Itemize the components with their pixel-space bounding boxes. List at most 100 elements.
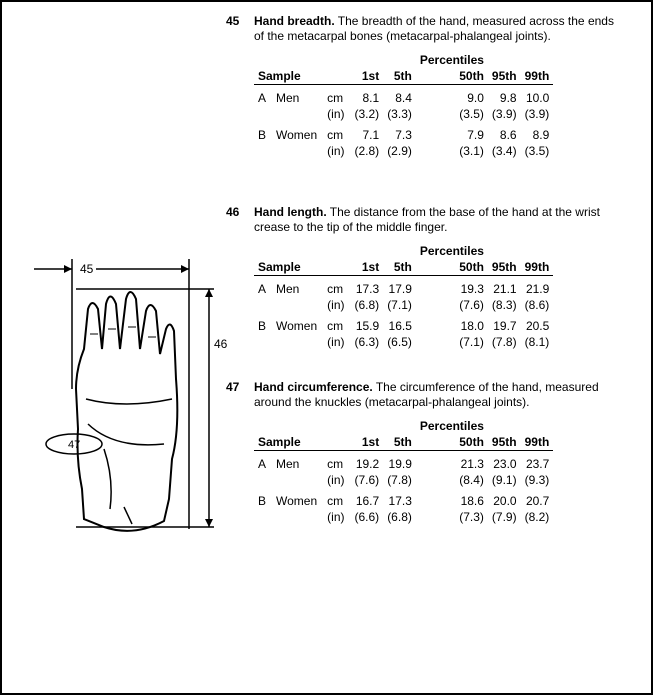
unit-cm: cm (323, 488, 350, 509)
cell: (7.1) (383, 297, 416, 313)
cell: 21.1 (488, 276, 521, 298)
col-5th: 5th (383, 434, 416, 451)
cell: 23.0 (488, 451, 521, 473)
cell: 15.9 (351, 313, 384, 334)
dim-46-label: 46 (214, 337, 227, 351)
col-99th: 99th (521, 68, 554, 85)
cell: 19.3 (416, 276, 488, 298)
page: 45 47 4 (0, 0, 653, 695)
cell: 8.9 (521, 122, 554, 143)
dim-45-label: 45 (80, 262, 94, 276)
cell: 8.6 (488, 122, 521, 143)
row-A: A (254, 276, 272, 298)
cell: (3.2) (351, 106, 384, 122)
table-45-header: Sample 1st 5th 50th 95th 99th (254, 68, 553, 85)
cell: (9.3) (521, 472, 554, 488)
cell: 7.3 (383, 122, 416, 143)
row-women: Women (272, 488, 323, 509)
row-B: B (254, 122, 272, 143)
cell: 19.9 (383, 451, 416, 473)
unit-in: (in) (323, 297, 350, 313)
table-47-header-top: Percentiles (254, 418, 553, 434)
table-row: A Men cm 19.2 19.9 21.3 23.0 23.7 (254, 451, 553, 473)
cell: (7.9) (488, 509, 521, 525)
section-47-num: 47 (226, 380, 254, 410)
cell: (7.3) (416, 509, 488, 525)
section-45-num: 45 (226, 14, 254, 44)
table-46: Percentiles Sample 1st 5th 50th 95th 99t… (254, 243, 553, 350)
section-45-text: Hand breadth. The breadth of the hand, m… (254, 14, 625, 44)
table-row: (in) (7.6) (7.8) (8.4) (9.1) (9.3) (254, 472, 553, 488)
cell: (3.3) (383, 106, 416, 122)
cell: (2.8) (351, 143, 384, 159)
table-row: (in) (6.6) (6.8) (7.3) (7.9) (8.2) (254, 509, 553, 525)
section-46-head: 46 Hand length. The distance from the ba… (226, 205, 625, 235)
table-46-header-top: Percentiles (254, 243, 553, 259)
col-99th: 99th (521, 259, 554, 276)
cell: 19.7 (488, 313, 521, 334)
table-row: (in) (3.2) (3.3) (3.5) (3.9) (3.9) (254, 106, 553, 122)
hand-diagram: 45 47 (14, 249, 220, 549)
cell: (3.5) (416, 106, 488, 122)
unit-in: (in) (323, 472, 350, 488)
table-row: A Men cm 17.3 17.9 19.3 21.1 21.9 (254, 276, 553, 298)
cell: 17.3 (383, 488, 416, 509)
diagram-column: 45 47 (14, 14, 220, 681)
table-45-header-top: Percentiles (254, 52, 553, 68)
percentiles-label: Percentiles (416, 243, 488, 259)
cell: (8.6) (521, 297, 554, 313)
cell: 20.7 (521, 488, 554, 509)
content-column: 45 Hand breadth. The breadth of the hand… (220, 14, 625, 681)
col-5th: 5th (383, 68, 416, 85)
section-47: 47 Hand circumference. The circumference… (226, 380, 625, 525)
cell: 17.9 (383, 276, 416, 298)
section-45-head: 45 Hand breadth. The breadth of the hand… (226, 14, 625, 44)
col-50th: 50th (416, 68, 488, 85)
table-row: B Women cm 15.9 16.5 18.0 19.7 20.5 (254, 313, 553, 334)
cell: (6.3) (351, 334, 384, 350)
cell: (3.4) (488, 143, 521, 159)
section-46-title: Hand length. (254, 205, 327, 219)
section-47-title: Hand circumference. (254, 380, 373, 394)
col-95th: 95th (488, 68, 521, 85)
row-A: A (254, 451, 272, 473)
cell: (7.8) (383, 472, 416, 488)
cell: (2.9) (383, 143, 416, 159)
row-women: Women (272, 122, 323, 143)
cell: 19.2 (351, 451, 384, 473)
cell: 16.5 (383, 313, 416, 334)
table-row: B Women cm 16.7 17.3 18.6 20.0 20.7 (254, 488, 553, 509)
row-A: A (254, 85, 272, 107)
sample-header: Sample (254, 259, 351, 276)
table-row: B Women cm 7.1 7.3 7.9 8.6 8.9 (254, 122, 553, 143)
row-men: Men (272, 451, 323, 473)
cell: 18.0 (416, 313, 488, 334)
table-47: Percentiles Sample 1st 5th 50th 95th 99t… (254, 418, 553, 525)
percentiles-label: Percentiles (416, 52, 488, 68)
unit-cm: cm (323, 85, 350, 107)
row-men: Men (272, 276, 323, 298)
cell: (3.1) (416, 143, 488, 159)
cell: (3.5) (521, 143, 554, 159)
cell: (7.1) (416, 334, 488, 350)
unit-cm: cm (323, 276, 350, 298)
cell: (7.8) (488, 334, 521, 350)
cell: 18.6 (416, 488, 488, 509)
unit-cm: cm (323, 313, 350, 334)
col-1st: 1st (351, 259, 384, 276)
cell: (8.3) (488, 297, 521, 313)
col-50th: 50th (416, 259, 488, 276)
section-46: 46 Hand length. The distance from the ba… (226, 205, 625, 350)
cell: (3.9) (488, 106, 521, 122)
cell: 9.0 (416, 85, 488, 107)
cell: (9.1) (488, 472, 521, 488)
section-45-title: Hand breadth. (254, 14, 335, 28)
cell: (8.1) (521, 334, 554, 350)
cell: 20.5 (521, 313, 554, 334)
cell: 21.9 (521, 276, 554, 298)
row-B: B (254, 488, 272, 509)
col-5th: 5th (383, 259, 416, 276)
table-46-header: Sample 1st 5th 50th 95th 99th (254, 259, 553, 276)
cell: 20.0 (488, 488, 521, 509)
cell: 7.1 (351, 122, 384, 143)
